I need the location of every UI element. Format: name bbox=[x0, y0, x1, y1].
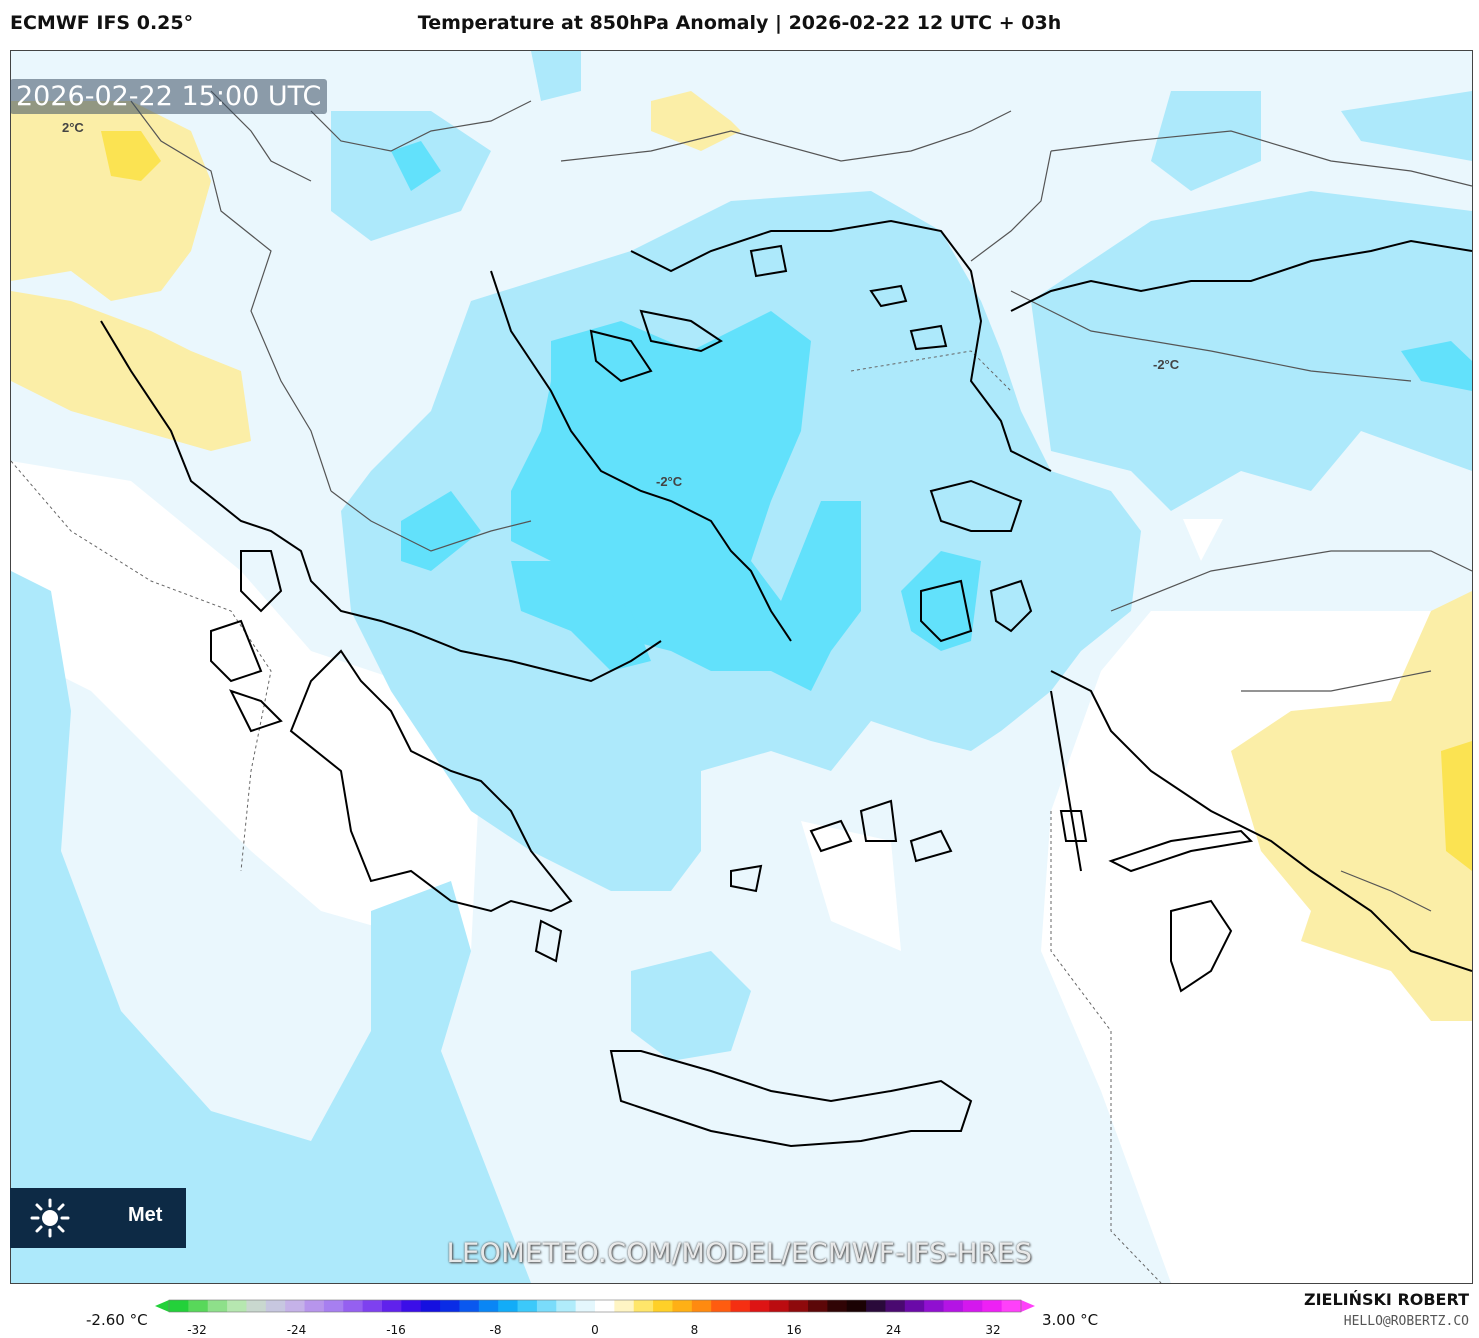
isotherm-label-nw: 2°C bbox=[62, 120, 84, 135]
colorbar-tick-label: 16 bbox=[786, 1323, 802, 1337]
author-credit: ZIELIŃSKI ROBERT bbox=[1303, 1290, 1469, 1309]
colorbar-cell bbox=[1001, 1300, 1022, 1312]
colorbar-cell bbox=[711, 1300, 732, 1312]
colorbar-cell bbox=[672, 1300, 693, 1312]
colorbar-right-arrow bbox=[1021, 1300, 1035, 1312]
map-title: Temperature at 850hPa Anomaly | 2026-02-… bbox=[417, 12, 1062, 34]
colorbar-cell bbox=[343, 1300, 364, 1312]
colorbar-cell bbox=[846, 1300, 867, 1312]
map-panel[interactable] bbox=[10, 50, 1473, 1284]
colorbar-cell bbox=[827, 1300, 848, 1312]
colorbar-cell bbox=[633, 1300, 654, 1312]
colorbar-cell bbox=[246, 1300, 267, 1312]
colorbar-tick-label: 8 bbox=[690, 1323, 699, 1337]
colorbar-cell bbox=[265, 1300, 286, 1312]
colorbar-cell bbox=[536, 1300, 557, 1312]
source-watermark: LEOMETEO.COM/MODEL/ECMWF-IFS-HRES bbox=[446, 1238, 1033, 1269]
anomaly-zone-cyan-west bbox=[401, 491, 481, 571]
anomaly-zone-yellow-bulgaria bbox=[651, 91, 741, 151]
colorbar-cell bbox=[749, 1300, 770, 1312]
colorbar-cell bbox=[517, 1300, 538, 1312]
colorbar-cell bbox=[304, 1300, 325, 1312]
logo-badge[interactable]: Met bbox=[10, 1188, 186, 1248]
colorbar-cell bbox=[788, 1300, 809, 1312]
colorbar-left-arrow bbox=[155, 1300, 169, 1312]
colorbar-cell bbox=[227, 1300, 247, 1312]
colorbar-cell bbox=[401, 1300, 422, 1312]
colorbar-tick-label: 32 bbox=[985, 1323, 1001, 1337]
anomaly-zone-cyan-lesbos bbox=[901, 551, 981, 651]
colorbar-cell bbox=[459, 1300, 480, 1312]
colorbar-tick-label: 0 bbox=[591, 1323, 599, 1337]
anomaly-zone-white-west bbox=[11, 461, 481, 951]
anomaly-zone-yellow-strong-south-east bbox=[1441, 741, 1472, 871]
isotherm-label-east: -2°C bbox=[1153, 357, 1180, 372]
model-name: ECMWF IFS 0.25° bbox=[10, 12, 194, 34]
colorbar-cell bbox=[614, 1300, 635, 1312]
colorbar-cell bbox=[769, 1300, 790, 1312]
colorbar-cell bbox=[323, 1300, 344, 1312]
colorbar-cell bbox=[362, 1300, 383, 1312]
colorbar-tick-label: -32 bbox=[187, 1323, 207, 1337]
colorbar bbox=[155, 1299, 1035, 1313]
colorbar-max-label: 3.00 °C bbox=[1042, 1311, 1099, 1329]
anomaly-zone-white-cyclades bbox=[801, 821, 901, 951]
colorbar-tick-label: -8 bbox=[489, 1323, 502, 1337]
anomaly-zone-cyan-north bbox=[391, 141, 441, 191]
colorbar-cell bbox=[382, 1300, 402, 1312]
colorbar-cell bbox=[207, 1300, 228, 1312]
maritime-borders bbox=[11, 350, 1162, 1283]
colorbar-tick-label: -16 bbox=[386, 1323, 406, 1337]
anomaly-zone-cyan-east bbox=[1401, 341, 1472, 391]
sun-icon bbox=[30, 1198, 70, 1238]
colorbar-cell bbox=[478, 1300, 499, 1312]
colorbar-cell bbox=[866, 1300, 886, 1312]
isotherm-label-aegean: -2°C bbox=[656, 474, 683, 489]
anomaly-zone-yellow-north-west bbox=[11, 101, 211, 301]
anomaly-zone-north-east bbox=[1151, 91, 1261, 191]
anomaly-map bbox=[11, 51, 1472, 1283]
colorbar-tick-label: -24 bbox=[286, 1323, 307, 1337]
colorbar-cell bbox=[420, 1300, 441, 1312]
colorbar-tick-label: 24 bbox=[885, 1323, 902, 1337]
colorbar-cell bbox=[691, 1300, 712, 1312]
anomaly-zone-far-north-east bbox=[1341, 91, 1472, 161]
valid-time-badge: 2026-02-22 15:00 UTC bbox=[10, 79, 328, 114]
colorbar-cell bbox=[169, 1300, 189, 1312]
anomaly-zone-white-anatolia bbox=[1183, 519, 1223, 561]
anomaly-zone-top bbox=[531, 51, 581, 101]
colorbar-cell bbox=[885, 1300, 906, 1312]
colorbar-cell bbox=[575, 1300, 596, 1312]
anomaly-zone-yellow-strong-north-west bbox=[101, 131, 161, 181]
colorbar-cell bbox=[808, 1300, 828, 1312]
anomaly-zone-black-sea-coast bbox=[1031, 191, 1472, 511]
colorbar-cell bbox=[924, 1300, 945, 1312]
colorbar-cell bbox=[285, 1300, 306, 1312]
colorbar-cell bbox=[556, 1300, 577, 1312]
colorbar-cell bbox=[730, 1300, 751, 1312]
anomaly-zone-cyan-gulf bbox=[511, 561, 651, 671]
anomaly-zone-crete-north bbox=[631, 951, 751, 1061]
colorbar-cell bbox=[943, 1300, 964, 1312]
coastlines bbox=[100, 219, 1472, 1148]
colorbar-cell bbox=[653, 1300, 673, 1312]
colorbar-cell bbox=[595, 1300, 615, 1312]
colorbar-cell bbox=[440, 1300, 460, 1312]
anomaly-zone-ionian bbox=[11, 571, 531, 1283]
colorbar-cell bbox=[962, 1300, 983, 1312]
colorbar-cell bbox=[982, 1300, 1003, 1312]
colorbar-cell bbox=[498, 1300, 519, 1312]
author-email[interactable]: HELLO@ROBERTZ.CO bbox=[1343, 1314, 1469, 1329]
colorbar-cell bbox=[188, 1300, 209, 1312]
colorbar-cell bbox=[904, 1300, 925, 1312]
anomaly-zone-yellow-south-east bbox=[1231, 591, 1472, 1021]
logo-text: Met bbox=[128, 1204, 163, 1226]
country-borders bbox=[130, 90, 1472, 912]
colorbar-min-label: -2.60 °C bbox=[86, 1311, 148, 1329]
